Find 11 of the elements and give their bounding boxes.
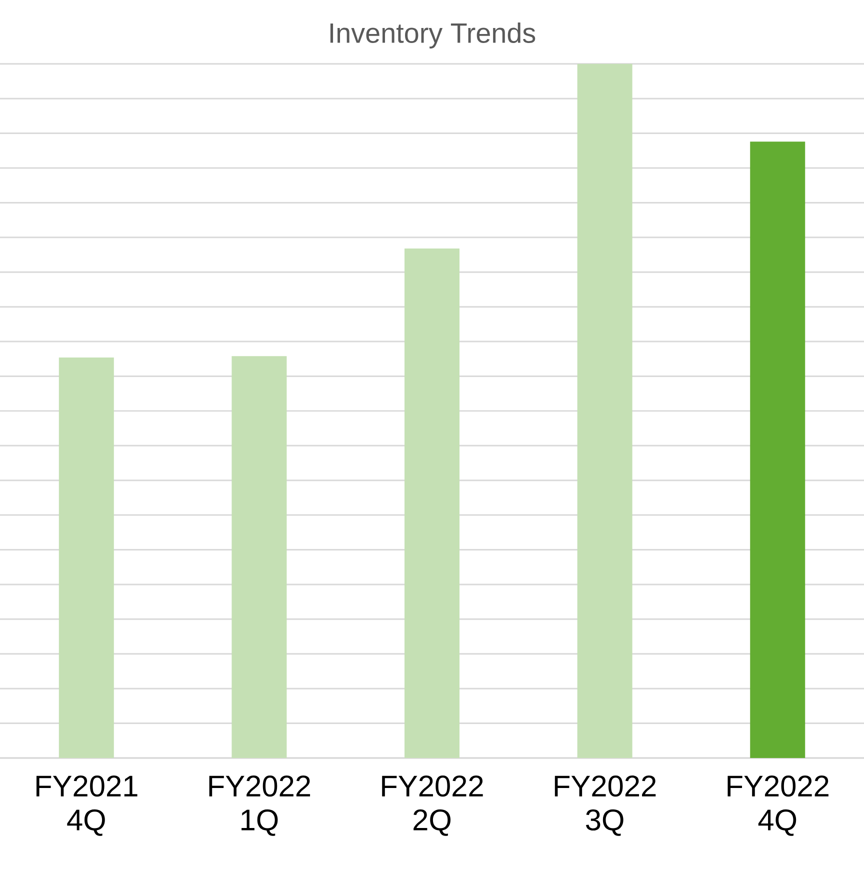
bar [750,142,806,758]
bar [58,357,114,758]
bar [232,356,287,758]
x-tick-label: FY2022 3Q [554,776,656,836]
chart-title: Inventory Trends [330,22,536,48]
x-tick-label: FY2021 4Q [36,776,138,836]
x-tick-label: FY2022 2Q [382,776,483,836]
x-tick-label: FY2022 4Q [728,776,828,836]
x-tick-label: FY2022 1Q [209,776,310,836]
bar [404,248,460,758]
bar [577,64,632,758]
